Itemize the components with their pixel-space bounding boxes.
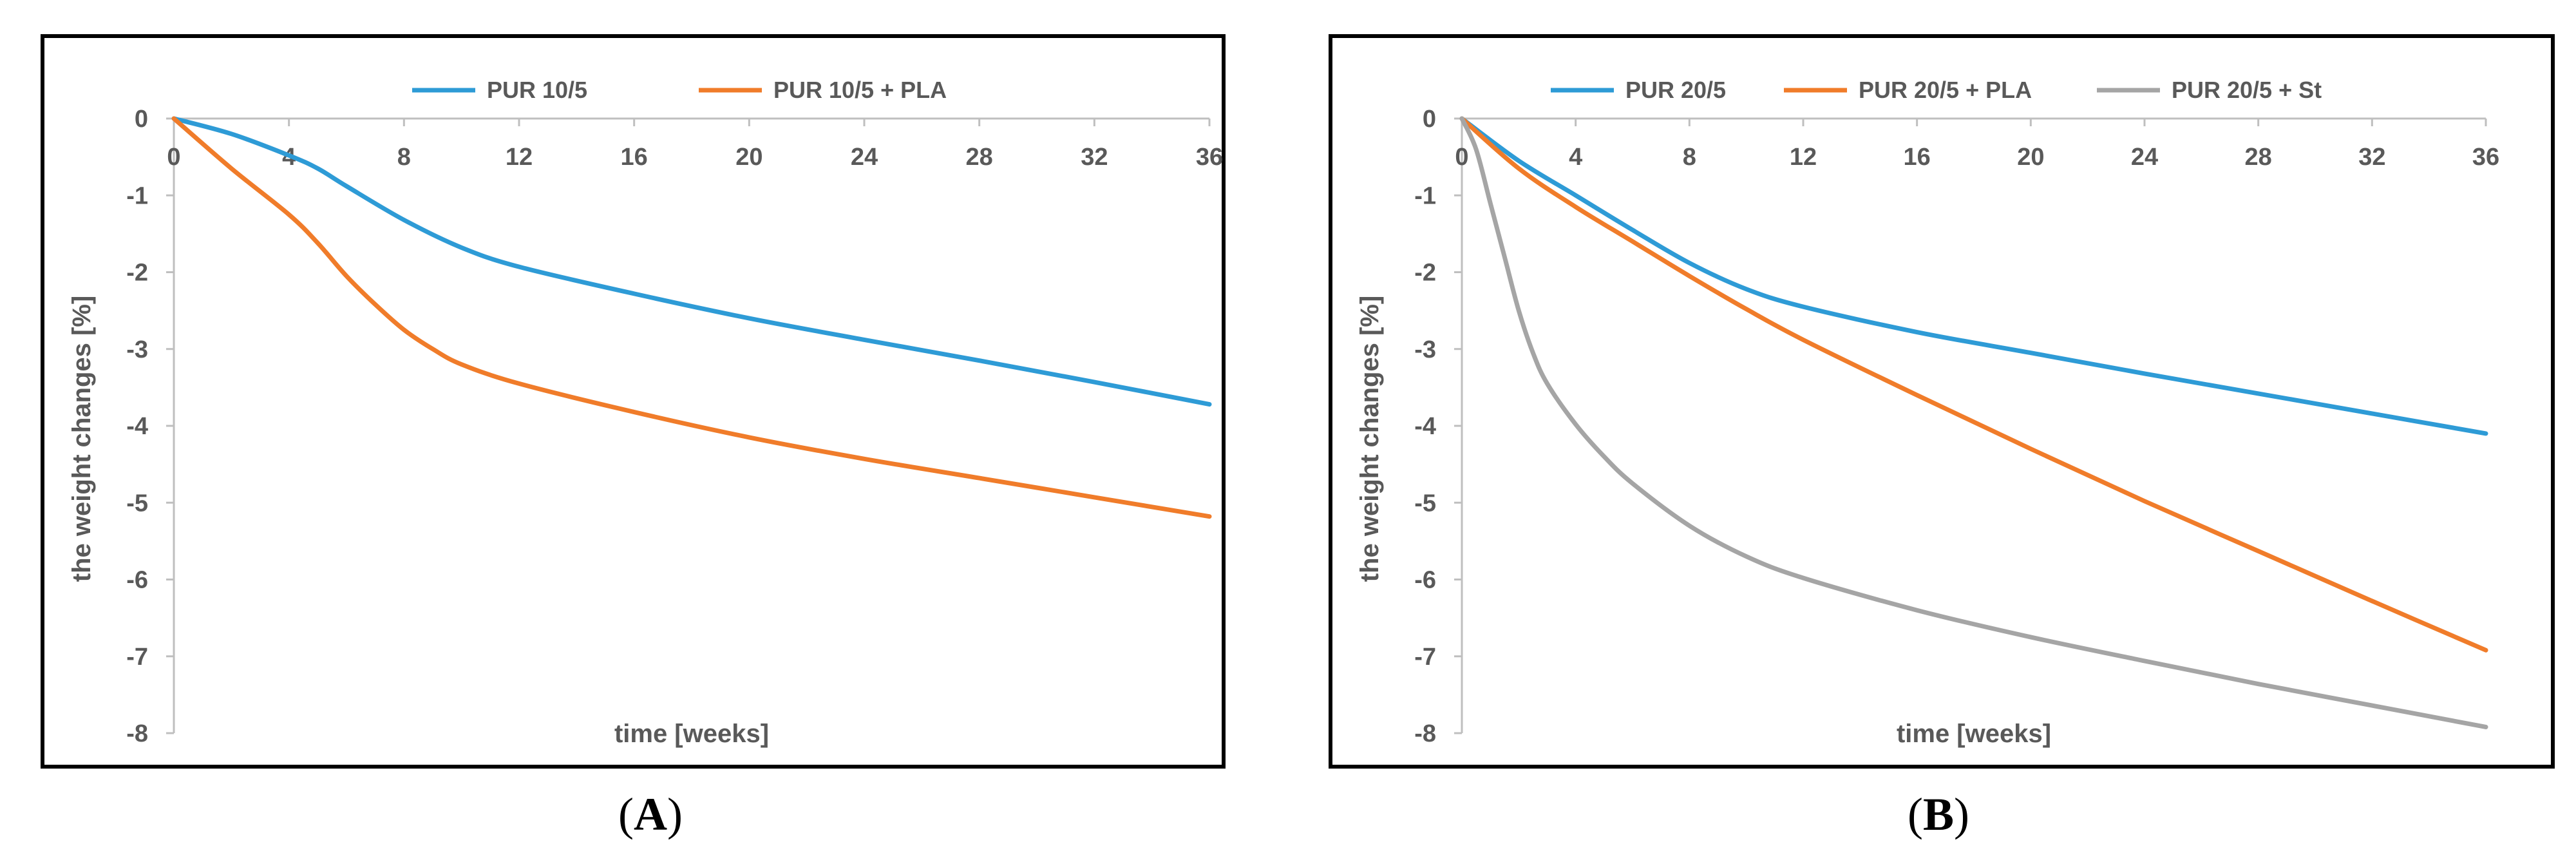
x-tick-label: 16 xyxy=(1904,144,1931,171)
chart-panel-b: 0 4 8 12 16 20 24 28 32 36 0 -1 -2 -3 -4 -5 -6 -7 -8 time [… xyxy=(1329,34,2555,840)
x-tick-label: 36 xyxy=(2472,144,2499,171)
y-tick-label: -7 xyxy=(126,644,148,671)
x-tick-label: 8 xyxy=(397,144,411,171)
y-tick-label: -1 xyxy=(1414,182,1436,209)
x-tick-label: 36 xyxy=(1196,144,1223,171)
y-tick-label: -6 xyxy=(126,567,148,594)
x-axis-title: time [weeks] xyxy=(1897,720,2051,748)
legend-label: PUR 20/5 + PLA xyxy=(1859,77,2032,103)
y-tick-label: 0 xyxy=(1423,106,1436,133)
x-tick-label: 20 xyxy=(735,144,762,171)
series-line-2 xyxy=(171,116,1212,519)
series-line-1 xyxy=(171,116,1212,407)
x-tick-label: 32 xyxy=(2358,144,2385,171)
chart-panel-a: 0 4 8 12 16 20 24 28 32 360-1-2-3-4-5-6-7-8 time [… xyxy=(41,34,1226,840)
y-tick-label: -4 xyxy=(1414,413,1436,440)
series-line-3 xyxy=(1459,116,2488,729)
y-tick-label: -2 xyxy=(126,260,148,287)
y-tick-label: -8 xyxy=(126,720,148,747)
x-tick-label: 0 xyxy=(167,144,180,171)
x-tick-label: 0 xyxy=(1455,144,1468,171)
legend-label: PUR 20/5 xyxy=(1625,77,1726,103)
legend-label: PUR 20/5 + St xyxy=(2172,77,2322,103)
x-tick-label: 12 xyxy=(1790,144,1817,171)
x-tick-label: 32 xyxy=(1081,144,1108,171)
x-tick-label: 28 xyxy=(966,144,993,171)
series-line-2 xyxy=(1459,116,2488,653)
chart-frame xyxy=(1329,34,2555,769)
y-tick-label: -5 xyxy=(126,490,148,517)
series-line-1 xyxy=(1459,116,2488,436)
panel-caption: (A) xyxy=(618,789,683,840)
chart-frame xyxy=(41,34,1226,769)
y-tick-label: -2 xyxy=(1414,260,1436,287)
x-tick-label: 24 xyxy=(851,144,878,171)
y-tick-label: -8 xyxy=(1414,720,1436,747)
y-tick-label: -1 xyxy=(126,182,148,209)
y-tick-label: -3 xyxy=(1414,336,1436,363)
x-axis-title: time [weeks] xyxy=(614,720,769,748)
y-tick-label: -5 xyxy=(1414,490,1436,517)
y-tick-label: -6 xyxy=(1414,567,1436,594)
x-tick-label: 4 xyxy=(1569,144,1582,171)
x-tick-label: 24 xyxy=(2131,144,2158,171)
x-tick-label: 8 xyxy=(1683,144,1696,171)
x-tick-label: 20 xyxy=(2017,144,2044,171)
x-tick-label: 12 xyxy=(506,144,533,171)
legend-label: PUR 10/5 xyxy=(487,77,587,103)
legend-label: PUR 10/5 + PLA xyxy=(773,77,947,103)
y-axis-title: the weight changes [%] xyxy=(68,296,96,582)
x-tick-label: 16 xyxy=(621,144,648,171)
panel-caption: (B) xyxy=(1908,789,1969,840)
y-tick-label: -4 xyxy=(126,413,148,440)
y-tick-label: -3 xyxy=(126,336,148,363)
y-axis-title: the weight changes [%] xyxy=(1356,296,1384,582)
y-tick-label: 0 xyxy=(135,106,148,133)
x-tick-label: 28 xyxy=(2245,144,2272,171)
y-tick-label: -7 xyxy=(1414,644,1436,671)
